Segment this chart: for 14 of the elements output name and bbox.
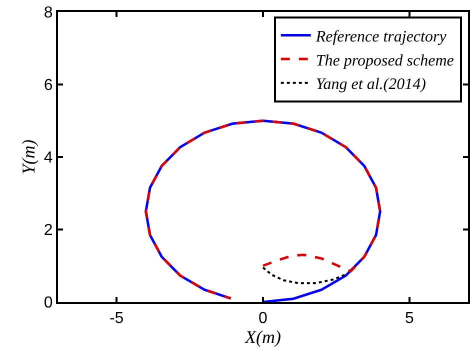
x-tick-label: 5 bbox=[404, 310, 414, 328]
y-tick-label: 4 bbox=[44, 150, 53, 167]
x-axis-title: X(m) bbox=[244, 327, 281, 348]
x-tick-label: 0 bbox=[258, 310, 268, 328]
legend-label: Reference trajectory bbox=[314, 28, 448, 46]
y-tick-label: 2 bbox=[44, 222, 53, 240]
y-tick-label: 8 bbox=[44, 4, 53, 22]
y-axis-title: Y(m) bbox=[18, 139, 39, 174]
y-tick-label: 0 bbox=[44, 294, 53, 312]
legend-label: Yang et al.(2014) bbox=[316, 76, 426, 94]
x-tick-label: -5 bbox=[109, 310, 124, 328]
y-tick-label: 6 bbox=[44, 77, 53, 94]
line-series bbox=[262, 266, 346, 284]
legend-label: The proposed scheme bbox=[316, 52, 454, 70]
